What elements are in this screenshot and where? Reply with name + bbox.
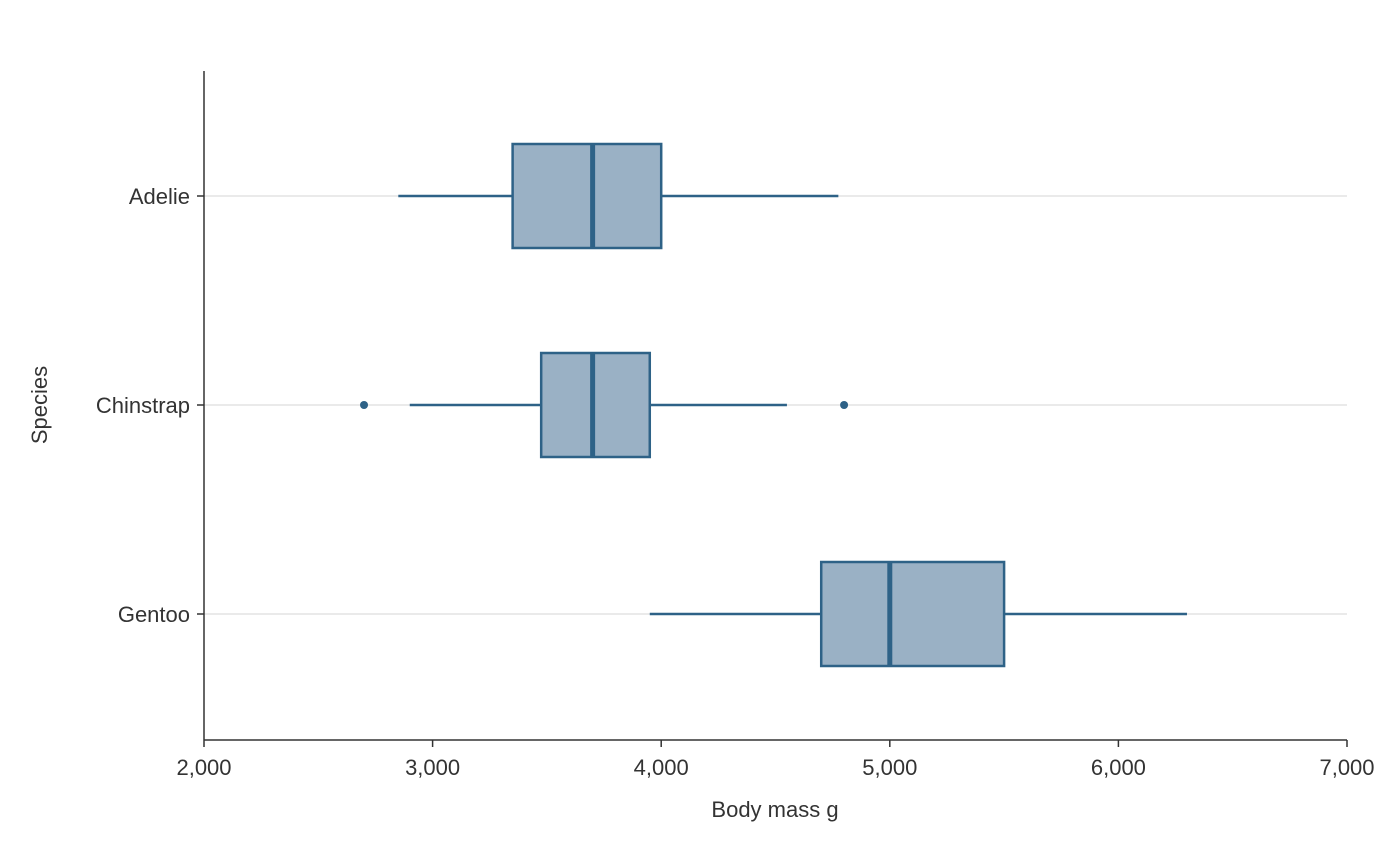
y-tick-label: Gentoo <box>118 602 190 627</box>
box-adelie <box>511 142 663 250</box>
y-tick-label: Chinstrap <box>96 393 190 418</box>
x-axis-title: Body mass g <box>711 797 838 822</box>
y-axis-title: Species <box>27 366 52 444</box>
x-tick-label: 4,000 <box>634 755 689 780</box>
y-tick-label: Adelie <box>129 184 190 209</box>
boxes <box>360 142 1187 668</box>
x-tick-label: 7,000 <box>1319 755 1374 780</box>
box-group-gentoo <box>649 560 1187 668</box>
box-group-chinstrap <box>360 351 849 459</box>
x-tick-label: 2,000 <box>176 755 231 780</box>
box-group-adelie <box>398 142 839 250</box>
box-gentoo <box>819 560 1006 668</box>
outlier-chinstrap-1 <box>840 401 849 409</box>
x-tick-label: 5,000 <box>862 755 917 780</box>
box-chinstrap <box>539 351 652 459</box>
axes: 2,000 3,000 4,000 5,000 6,000 7,000 Adelie Chin… <box>96 71 1375 780</box>
x-tick-label: 6,000 <box>1091 755 1146 780</box>
outlier-chinstrap-0 <box>360 401 369 409</box>
x-tick-label: 3,000 <box>405 755 460 780</box>
